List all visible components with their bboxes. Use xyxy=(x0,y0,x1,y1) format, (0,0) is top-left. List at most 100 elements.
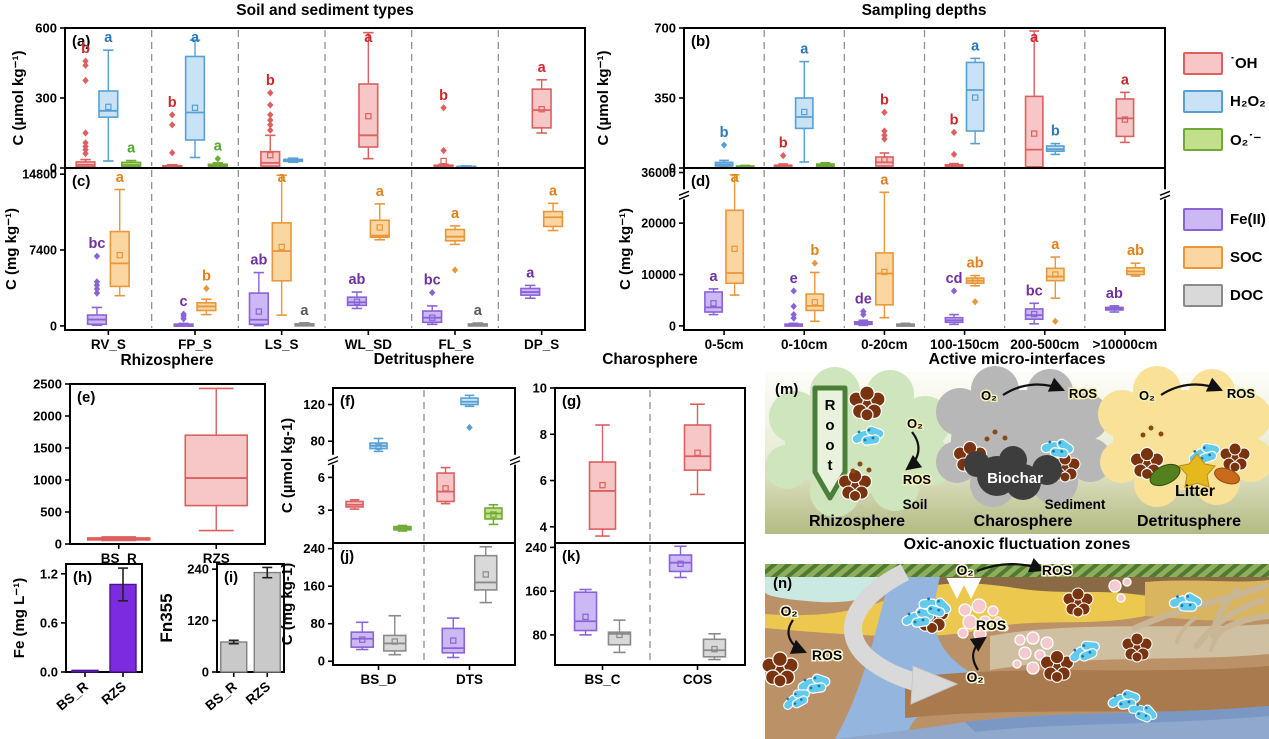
charosphere-zone-label: Charosphere xyxy=(974,513,1073,530)
o2-label-charo: O₂ xyxy=(981,388,997,403)
svg-text:Fe (mg L⁻¹): Fe (mg L⁻¹) xyxy=(11,578,28,658)
svg-text:Fn355: Fn355 xyxy=(157,593,176,642)
svg-text:a: a xyxy=(116,170,125,186)
zone-labels: Rhizosphere Charosphere Detritusphere xyxy=(809,513,1241,530)
panel-n-label: (n) xyxy=(773,575,792,592)
svg-text:2000: 2000 xyxy=(33,409,62,424)
svg-text:ab: ab xyxy=(348,272,365,288)
svg-text:a: a xyxy=(526,265,535,281)
box-c-LS_S-SOC: a xyxy=(271,170,292,316)
panel-m-label: (m) xyxy=(775,381,798,398)
svg-text:b: b xyxy=(439,88,448,104)
panel-b-ros-depths: 0 350 700 C (µmol kg⁻¹) (b) b b a b b a a b a xyxy=(595,21,1166,176)
panel-g-charosphere-ros: 4 6 8 10 (g) xyxy=(533,381,746,544)
box-j-BS_D-DOC xyxy=(382,614,407,656)
box-c-WL_SD-SOC: a xyxy=(369,184,390,241)
bar-i-RZS xyxy=(253,566,281,673)
fluctuation-arrow-head xyxy=(910,665,959,705)
svg-text:bc: bc xyxy=(424,273,441,289)
box-d-100-150cm-Fe: cd xyxy=(944,271,964,326)
svg-text:0: 0 xyxy=(202,665,209,680)
svg-text:(c): (c) xyxy=(72,173,90,190)
svg-text:BS_R: BS_R xyxy=(54,679,91,714)
box-b-100-150cm-H2O2: a xyxy=(965,38,985,145)
svg-text:b: b xyxy=(202,268,211,284)
svg-text:C (µmol kg⁻¹): C (µmol kg⁻¹) xyxy=(595,51,612,146)
svg-text:2500: 2500 xyxy=(33,377,62,392)
svg-text:bc: bc xyxy=(1026,283,1043,299)
title-detritusphere: Detritusphere xyxy=(373,351,475,368)
rhizosphere-zone-label: Rhizosphere xyxy=(809,513,905,530)
svg-text:(h): (h) xyxy=(73,569,92,586)
title-oxic-anoxic: Oxic-anoxic fluctuation zones xyxy=(903,536,1131,553)
svg-text:ab: ab xyxy=(967,256,984,272)
title-sampling-depths: Sampling depths xyxy=(861,2,987,19)
panel-n-oxic-anoxic: O₂ ROS O₂ ROS O₂ ROS (n) xyxy=(761,557,1269,739)
svg-text:WL_SD: WL_SD xyxy=(345,337,393,352)
svg-text:(e): (e) xyxy=(77,389,95,406)
svg-text:120: 120 xyxy=(187,613,209,628)
box-g-COS-OH xyxy=(683,403,712,496)
deep-sediment xyxy=(905,666,1269,718)
legend-item-fe: Fe(II) xyxy=(1183,208,1266,231)
root-shape xyxy=(812,385,848,501)
box-a-RV_S-H2O2: a xyxy=(98,30,119,162)
svg-text:>10000cm: >10000cm xyxy=(1092,337,1157,352)
svg-text:1.2: 1.2 xyxy=(40,566,58,581)
svg-text:FP_S: FP_S xyxy=(178,337,212,352)
svg-text:b: b xyxy=(779,136,788,152)
box-k-BS_C-Fe xyxy=(573,588,598,636)
svg-text:b: b xyxy=(266,73,275,89)
box-a-LS_S-H2O2 xyxy=(282,157,304,163)
box-c-FP_S-Fe: c xyxy=(173,294,194,327)
svg-text:240: 240 xyxy=(525,540,547,555)
superoxide-swatch xyxy=(1183,128,1223,151)
ros-label-left: ROS xyxy=(812,647,842,663)
title-active-micro-interfaces: Active micro-interfaces xyxy=(928,351,1106,368)
svg-text:a: a xyxy=(127,141,136,157)
svg-text:a: a xyxy=(191,30,200,46)
svg-text:a: a xyxy=(278,170,287,186)
h2o2-label: H₂O₂ xyxy=(1230,93,1266,110)
svg-text:0.6: 0.6 xyxy=(40,615,58,630)
svg-text:0: 0 xyxy=(50,161,57,176)
box-k-COS-DOC xyxy=(702,633,727,661)
svg-text:(j): (j) xyxy=(340,548,354,565)
svg-text:RZS: RZS xyxy=(203,551,230,566)
box-c-LS_S-DOC: a xyxy=(294,303,315,327)
fe-swatch xyxy=(1183,208,1223,231)
o2-label-top: O₂ xyxy=(956,562,973,578)
svg-text:80: 80 xyxy=(533,627,547,642)
fluctuation-arrow-body xyxy=(844,563,918,691)
svg-text:0-5cm: 0-5cm xyxy=(705,337,744,352)
panel-j-detritusphere-carbon: 0 80 160 240 C (mg kg-1) (j) BS_D DTS xyxy=(279,541,516,687)
panel-c-carbon-soil-types: 0 7400 14800 C (mg kg⁻¹) (c) RV_S FP_S LS_S WL_S… xyxy=(3,167,586,352)
soc-swatch xyxy=(1183,246,1223,269)
fe-label: Fe(II) xyxy=(1230,211,1266,228)
svg-text:0-20cm: 0-20cm xyxy=(861,337,908,352)
svg-text:700: 700 xyxy=(654,21,676,36)
legend-item-o2: O₂˙⁻ xyxy=(1183,128,1261,151)
groundwater-streak xyxy=(965,706,1269,732)
box-a-WL_SD-OH: a xyxy=(358,30,379,160)
oh-label: ˙OH xyxy=(1230,55,1258,72)
box-e-BS_R-OH xyxy=(86,536,151,542)
svg-text:(f): (f) xyxy=(340,393,355,410)
o2-down-arrows xyxy=(946,578,982,599)
svg-text:ab: ab xyxy=(250,253,267,269)
box-d->10000cm-Fe: ab xyxy=(1104,286,1124,313)
svg-text:LS_S: LS_S xyxy=(265,337,299,352)
title-soil-sediment-types: Soil and sediment types xyxy=(236,2,414,19)
box-d-0-5cm-Fe: a xyxy=(704,269,723,316)
svg-text:BS_R: BS_R xyxy=(101,551,137,566)
o2-ros-annotations-m: O₂ ROS O₂ ROS O₂ ROS xyxy=(901,385,1257,489)
box-b-200-500cm-OH: a xyxy=(1024,30,1044,169)
svg-text:0: 0 xyxy=(318,654,325,669)
box-d-0-20cm-SOC: a xyxy=(874,172,894,319)
doc-swatch xyxy=(1183,284,1223,307)
panel-k-charosphere-carbon: 80 160 240 (k) BS_C COS xyxy=(525,540,746,687)
svg-text:36000: 36000 xyxy=(641,166,676,180)
svg-text:cd: cd xyxy=(946,271,963,287)
